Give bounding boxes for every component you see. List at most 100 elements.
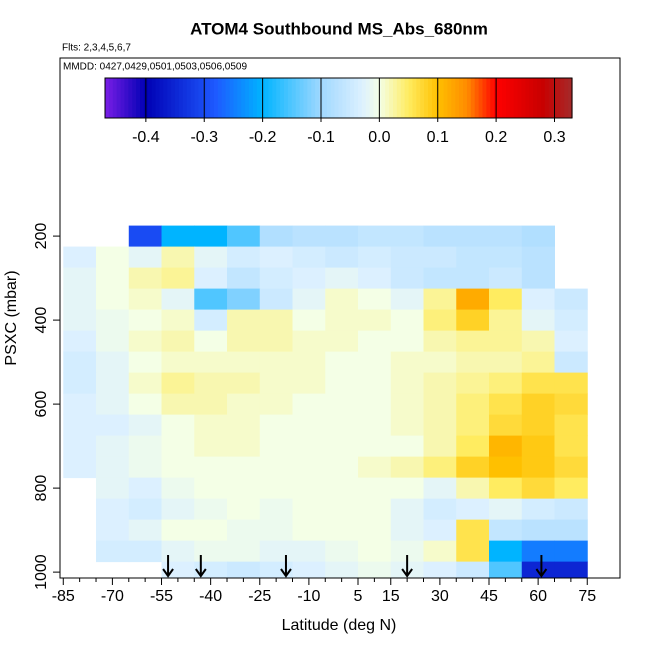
heatmap-cell	[521, 477, 556, 500]
heatmap-cell	[161, 351, 195, 374]
colorbar-swatch	[225, 78, 231, 118]
colorbar-swatch	[365, 78, 371, 118]
heatmap-cell	[259, 246, 294, 269]
heatmap-cell	[63, 330, 97, 353]
colorbar-swatch	[120, 78, 126, 118]
heatmap-cell	[325, 246, 359, 269]
heatmap-cell	[194, 435, 228, 458]
heatmap-cell	[521, 435, 556, 458]
x-tick-label: -25	[248, 588, 271, 605]
heatmap-cell	[292, 435, 326, 458]
heatmap	[63, 225, 588, 578]
heatmap-cell	[554, 477, 588, 500]
x-tick-label: 75	[578, 588, 596, 605]
colorbar-tick-label: 0.3	[543, 129, 565, 146]
heatmap-cell	[489, 498, 523, 521]
heatmap-cell	[128, 267, 163, 290]
colorbar-swatch	[155, 78, 161, 118]
colorbar-swatch	[455, 78, 460, 118]
y-tick-label: 200	[33, 223, 50, 250]
heatmap-cell	[456, 435, 490, 458]
arrow	[280, 555, 292, 578]
colorbar-swatch	[326, 78, 332, 118]
heatmap-cell	[194, 498, 228, 521]
y-axis-label: PSXC (mbar)	[3, 270, 20, 365]
colorbar-swatch	[447, 78, 452, 118]
x-tick-label: 30	[431, 588, 449, 605]
heatmap-cell	[358, 246, 392, 269]
heatmap-cell	[390, 393, 425, 416]
heatmap-cell	[194, 477, 228, 500]
colorbar-swatch	[412, 78, 417, 118]
heatmap-cell	[96, 393, 130, 416]
colorbar-swatch	[521, 78, 526, 118]
heatmap-cell	[456, 330, 490, 353]
heatmap-cell	[489, 519, 523, 542]
arrow	[535, 555, 548, 578]
heatmap-cell	[292, 519, 326, 542]
chart-title: ATOM4 Southbound MS_Abs_680nm	[190, 19, 488, 38]
heatmap-cell	[358, 372, 392, 395]
heatmap-cell	[456, 267, 490, 290]
colorbar-swatch	[233, 78, 238, 118]
heatmap-cell	[358, 309, 392, 332]
colorbar-swatch	[373, 78, 379, 118]
heatmap-cell	[489, 309, 523, 332]
heatmap-cell	[259, 372, 294, 395]
heatmap-cell	[96, 267, 130, 290]
heatmap-cell	[63, 435, 97, 458]
heatmap-cell	[489, 435, 523, 458]
colorbar-swatch	[213, 78, 219, 118]
heatmap-cell	[554, 351, 588, 374]
colorbar-swatch	[408, 78, 414, 118]
heatmap-cell	[456, 561, 490, 578]
heatmap-cell	[259, 519, 294, 542]
heatmap-cell	[554, 456, 588, 479]
colorbar-swatch	[264, 78, 270, 118]
overlay: -0.4 -0.3 -0.2 -0.1 0.0 0.1 0.2 0.3 -85 -70 -55 -40…	[33, 57, 621, 605]
heatmap-cell	[194, 456, 228, 479]
colorbar-swatch	[245, 78, 250, 118]
heatmap-cell	[194, 519, 228, 542]
colorbar-swatch	[198, 78, 203, 118]
x-tick-label: -70	[101, 588, 124, 605]
heatmap-cell	[194, 309, 228, 332]
colorbar-swatch	[248, 78, 254, 118]
y-tick-label: 400	[33, 307, 50, 334]
colorbar-swatch	[163, 78, 168, 118]
colorbar-swatch	[299, 78, 305, 118]
colorbar-swatch	[315, 78, 320, 118]
heatmap-cell	[554, 540, 588, 563]
heatmap-cell	[194, 246, 228, 269]
heatmap-cell	[194, 288, 228, 311]
heatmap-cell	[227, 456, 261, 479]
colorbar-swatch	[400, 78, 406, 118]
heatmap-cell	[161, 330, 195, 353]
heatmap-cell	[63, 393, 97, 416]
heatmap-cell	[194, 540, 228, 563]
heatmap-cell	[259, 288, 294, 311]
colorbar-swatch	[221, 78, 227, 118]
colorbar-swatch	[439, 78, 445, 118]
heatmap-cell	[521, 498, 556, 521]
heatmap-cell	[161, 477, 195, 500]
heatmap-cell	[423, 288, 457, 311]
colorbar-swatch	[330, 78, 336, 118]
x-tick-label: -40	[199, 588, 222, 605]
colorbar-swatch	[525, 78, 530, 118]
heatmap-cell	[456, 519, 490, 542]
plot-frame	[59, 57, 621, 579]
colorbar-tick-label: -0.4	[132, 129, 160, 146]
heatmap-cell	[554, 330, 588, 353]
heatmap-cell	[227, 309, 261, 332]
x-tick-label: 60	[529, 588, 547, 605]
heatmap-cell	[194, 351, 228, 374]
heatmap-cell	[423, 435, 457, 458]
heatmap-cell	[63, 309, 97, 332]
heatmap-cell	[390, 330, 425, 353]
heatmap-cell	[96, 330, 130, 353]
x-axis-label: Latitude (deg N)	[282, 617, 397, 634]
heatmap-cell	[227, 246, 261, 269]
heatmap-cell	[489, 246, 523, 269]
colorbar-swatch	[350, 78, 355, 118]
